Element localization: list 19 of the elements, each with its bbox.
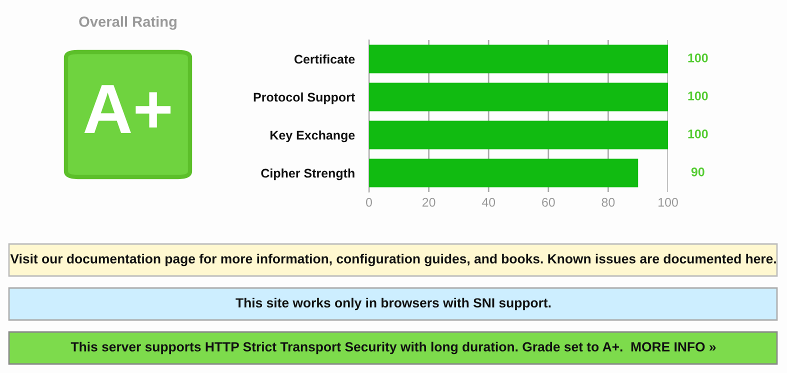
text: This server supports HTTP Strict Transport Security with long duration. Grade set to A+. MORE INFO »	[70, 342, 716, 354]
y-tick-label: Cipher Strength	[261, 168, 354, 180]
x-tick-label: 80	[602, 198, 615, 207]
data-label: 100	[688, 54, 708, 62]
text: Overall Rating	[79, 16, 176, 30]
y-tick-label: Protocol Support	[254, 92, 355, 104]
x-tick-label: 20	[422, 198, 436, 207]
text: A+	[84, 85, 171, 133]
x-tick-label: 40	[482, 198, 496, 207]
x-tick-label: 100	[658, 198, 678, 207]
x-tick-label: 60	[542, 198, 555, 207]
data-label: 100	[688, 92, 708, 100]
y-tick-label: Key Exchange	[270, 130, 355, 142]
y-tick-label: Certificate	[294, 54, 355, 64]
data-label: 90	[691, 168, 704, 176]
text: This site works only in browsers with SNI support.	[236, 298, 551, 310]
x-tick-label: 0	[366, 198, 372, 207]
data-label: 100	[688, 130, 708, 138]
text: Visit our documentation page for more information, configuration guides, and books. Known issues are documented here.	[10, 254, 776, 266]
